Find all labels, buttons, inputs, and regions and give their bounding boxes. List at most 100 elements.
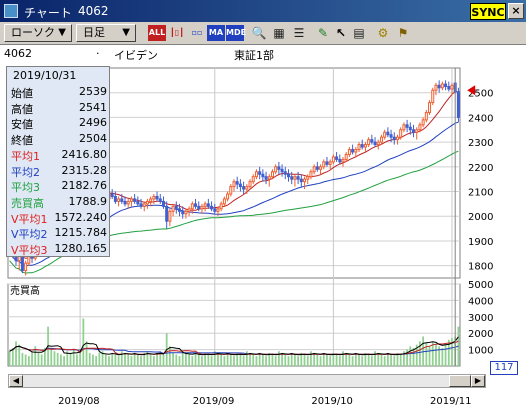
cursor-icon[interactable]: ↖: [335, 26, 347, 40]
scroll-thumb[interactable]: [449, 375, 471, 387]
close-button[interactable]: ×: [508, 3, 524, 19]
candle-body: [354, 149, 358, 153]
chart-type-value: ローソク: [11, 26, 55, 39]
volume-bar: [92, 354, 94, 366]
scroll-right-button[interactable]: ▶: [471, 375, 485, 387]
candle-body: [293, 176, 297, 180]
volume-bar: [194, 352, 197, 366]
scroll-left-button[interactable]: ◀: [9, 375, 23, 387]
volume-bar: [447, 339, 450, 366]
candle-body: [136, 200, 140, 205]
mde-icon[interactable]: MDE: [226, 25, 246, 41]
candle-body: [367, 139, 371, 146]
volume-bar: [239, 354, 242, 366]
volume-bar: [188, 354, 191, 366]
tooltip-label: 平均3: [11, 181, 40, 195]
x-tick-label: 2019/11: [430, 396, 472, 407]
volume-bar: [364, 352, 367, 366]
candle-body: [344, 153, 348, 160]
volume-bar: [162, 354, 165, 366]
candle-body: [126, 200, 130, 205]
window-code: 4062: [78, 4, 109, 18]
candle-body: [303, 178, 307, 183]
candle-body: [194, 203, 198, 207]
chart-area[interactable]: 1800 1900 2000 2100 2200 2300 2400 2500 1000 2000…: [0, 62, 526, 414]
volume-bar: [34, 346, 37, 366]
zoom-icon[interactable]: 🔍: [251, 26, 267, 40]
volume-bar: [351, 356, 354, 366]
volume-bar: [11, 347, 14, 366]
x-tick-label: 2019/09: [193, 396, 235, 407]
candle-body: [120, 198, 124, 202]
ma-icon[interactable]: MA: [207, 25, 225, 41]
volume-bar: [396, 352, 399, 366]
candle-body: [412, 129, 416, 133]
horizontal-scrollbar[interactable]: ◀ ▶: [8, 374, 486, 388]
tooltip-value: 1572.240: [54, 210, 108, 224]
price-tick-label: 2000: [468, 212, 493, 223]
tooltip-value: 1280.165: [54, 242, 108, 255]
candle-body: [222, 198, 226, 205]
candle-body: [325, 161, 329, 165]
candle-body: [235, 181, 239, 185]
pen-icon[interactable]: ✎: [317, 26, 329, 40]
candle-body: [155, 195, 159, 200]
volume-bar: [24, 354, 27, 366]
period-icon[interactable]: ▫▫: [191, 28, 203, 37]
chart-type-dropdown[interactable]: ローソク ▼: [4, 24, 72, 42]
alert-icon[interactable]: ⚑: [397, 26, 409, 40]
volume-bar: [127, 354, 130, 366]
volume-bar: [374, 351, 376, 366]
chevron-down-icon: ▼: [58, 27, 66, 38]
candle-body: [187, 208, 191, 212]
volume-bar: [60, 354, 62, 366]
tooltip-label: 平均1: [11, 149, 40, 163]
volume-bar: [274, 356, 277, 366]
tooltip-value: 2496: [79, 116, 107, 130]
candle-body: [363, 144, 367, 148]
period-dropdown[interactable]: 日足 ▼: [76, 24, 136, 42]
candle-body: [357, 144, 361, 151]
volume-bar: [159, 351, 162, 366]
tooltip-row: 平均2 2315.28: [11, 164, 107, 180]
sync-button[interactable]: SYNC: [470, 3, 506, 20]
volume-bar: [297, 356, 299, 366]
table-icon[interactable]: ▤: [353, 26, 365, 40]
tooltip-label: 終値: [11, 134, 33, 148]
candle-body: [181, 210, 185, 215]
candle-body: [335, 156, 339, 160]
all-icon[interactable]: ALL: [148, 25, 166, 41]
candle-body: [290, 176, 294, 180]
candle-body: [299, 178, 303, 183]
volume-bar: [104, 354, 107, 366]
candle-body: [238, 183, 242, 188]
volume-bar: [310, 351, 312, 366]
candle-body: [270, 171, 274, 178]
candle-icon[interactable]: ┃▯┃: [169, 28, 185, 37]
candle-body: [328, 161, 332, 165]
volume-bar: [412, 347, 415, 366]
volume-bar: [303, 354, 306, 366]
volume-tick-label: 5000: [468, 280, 493, 291]
candle-body: [395, 136, 399, 141]
list-icon[interactable]: ☰: [293, 26, 305, 40]
volume-bar: [213, 351, 216, 366]
settings-icon[interactable]: ⚙: [377, 26, 389, 40]
bar-count-box[interactable]: 117: [490, 361, 518, 375]
volume-bar: [425, 343, 428, 366]
candle-body: [431, 89, 435, 104]
candle-body: [331, 156, 335, 163]
tooltip-date: 2019/10/31: [13, 69, 77, 82]
grid-icon[interactable]: ▦: [273, 26, 285, 40]
candle-body: [161, 200, 165, 207]
candle-body: [383, 131, 387, 138]
volume-bar: [370, 356, 373, 366]
candle-body: [309, 171, 313, 178]
candle-body: [434, 84, 438, 91]
volume-bar: [63, 356, 65, 366]
volume-bar: [255, 356, 258, 366]
volume-bar: [204, 352, 207, 366]
market-name: 東証1部: [234, 49, 274, 62]
candle-body: [370, 139, 374, 143]
tooltip-row: V平均3 1280.165: [11, 242, 107, 258]
